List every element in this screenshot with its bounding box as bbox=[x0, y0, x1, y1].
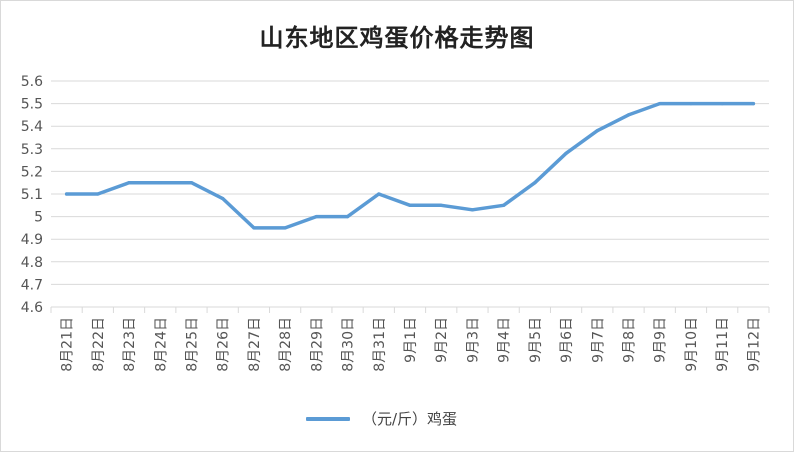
y-tick-label: 5.1 bbox=[21, 187, 43, 203]
data-point bbox=[377, 192, 381, 196]
data-point bbox=[533, 181, 537, 185]
x-tick-label: 8月27日 bbox=[247, 317, 263, 372]
y-tick-label: 5.3 bbox=[21, 142, 43, 158]
y-tick-label: 5.2 bbox=[21, 164, 43, 180]
data-point bbox=[564, 151, 568, 155]
data-point bbox=[470, 208, 475, 212]
x-tick-label: 9月11日 bbox=[715, 317, 731, 372]
legend-series-label: （元/斤）鸡蛋 bbox=[362, 410, 458, 428]
y-tick-label: 4.6 bbox=[21, 300, 43, 316]
data-point bbox=[65, 192, 69, 196]
x-tick-label: 8月25日 bbox=[184, 317, 200, 372]
data-point bbox=[252, 226, 256, 230]
x-tick-label: 9月3日 bbox=[465, 317, 481, 363]
data-point bbox=[595, 129, 599, 133]
x-tick-label: 9月4日 bbox=[497, 317, 513, 363]
y-tick-label: 4.8 bbox=[21, 255, 43, 271]
x-tick-label: 8月23日 bbox=[122, 317, 138, 372]
x-tick-label: 9月1日 bbox=[403, 317, 419, 363]
x-tick-label: 9月5日 bbox=[528, 317, 544, 363]
x-tick-label: 8月21日 bbox=[60, 317, 76, 372]
x-tick-label: 8月26日 bbox=[216, 317, 232, 372]
data-point bbox=[689, 102, 693, 106]
chart-title: 山东地区鸡蛋价格走势图 bbox=[259, 23, 535, 52]
x-tick-label: 8月31日 bbox=[372, 317, 388, 372]
x-tick-label: 9月2日 bbox=[434, 317, 450, 363]
data-point bbox=[408, 203, 412, 207]
data-point bbox=[439, 203, 443, 207]
legend-series-swatch bbox=[306, 416, 350, 421]
x-tick-label: 8月24日 bbox=[153, 317, 169, 372]
data-point bbox=[502, 203, 506, 207]
data-point bbox=[720, 102, 724, 106]
data-point bbox=[127, 181, 131, 185]
data-point bbox=[283, 226, 287, 230]
x-tick-label: 8月28日 bbox=[278, 317, 294, 372]
x-tick-label: 8月29日 bbox=[309, 317, 325, 372]
y-tick-label: 5.6 bbox=[21, 74, 43, 90]
y-tick-label: 4.7 bbox=[21, 277, 43, 293]
x-tick-label: 9月8日 bbox=[622, 317, 638, 363]
y-tick-label: 5.4 bbox=[21, 119, 43, 135]
data-point bbox=[626, 113, 631, 117]
x-tick-label: 9月10日 bbox=[684, 317, 700, 372]
x-tick-label: 8月30日 bbox=[341, 317, 357, 372]
data-point bbox=[189, 181, 194, 185]
data-point bbox=[221, 196, 225, 201]
data-point bbox=[96, 192, 100, 196]
x-tick-label: 8月22日 bbox=[91, 317, 107, 372]
x-tick-label: 9月7日 bbox=[590, 317, 606, 363]
y-tick-label: 5.5 bbox=[21, 97, 43, 113]
y-tick-label: 5 bbox=[34, 210, 43, 226]
data-point bbox=[314, 215, 318, 219]
y-tick-label: 4.9 bbox=[21, 232, 43, 248]
series-line bbox=[64, 101, 756, 230]
data-point bbox=[158, 181, 162, 185]
x-tick-label: 9月6日 bbox=[559, 317, 575, 363]
data-point bbox=[751, 102, 755, 106]
data-point bbox=[345, 215, 350, 219]
x-tick-label: 9月9日 bbox=[653, 317, 669, 363]
legend: （元/斤）鸡蛋 bbox=[306, 408, 457, 429]
x-tick-label: 9月12日 bbox=[746, 317, 762, 372]
data-point bbox=[658, 102, 662, 106]
